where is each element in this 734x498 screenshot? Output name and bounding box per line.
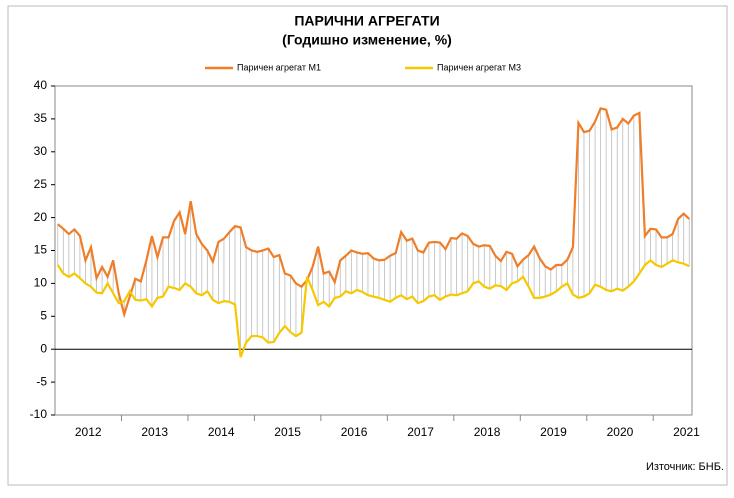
legend-label: Паричен агрегат М1	[237, 62, 321, 72]
y-tick-label: -10	[30, 407, 48, 421]
chart-title: ПАРИЧНИ АГРЕГАТИ	[294, 13, 439, 29]
x-tick-label: 2014	[208, 425, 235, 439]
series-line	[56, 258, 690, 358]
y-tick-label: 40	[34, 78, 48, 92]
y-tick-label: 35	[34, 111, 48, 125]
x-tick-label: 2020	[607, 425, 634, 439]
y-tick-label: 10	[34, 276, 48, 290]
series-line	[57, 107, 690, 319]
x-tick-label: 2017	[407, 425, 434, 439]
y-tick-label: -5	[36, 374, 47, 388]
legend-label: Паричен агрегат М3	[437, 62, 521, 72]
y-tick-label: 25	[34, 177, 48, 191]
x-tick-label: 2012	[75, 425, 102, 439]
y-tick-label: 15	[34, 243, 48, 257]
y-tick-label: 30	[34, 144, 48, 158]
x-tick-label: 2018	[474, 425, 501, 439]
y-tick-label: 20	[34, 210, 48, 224]
chart-subtitle: (Годишно изменение, %)	[282, 32, 452, 48]
source-note: Източник: БНБ.	[646, 461, 724, 473]
x-tick-label: 2013	[141, 425, 168, 439]
y-tick-label: 5	[40, 308, 47, 322]
x-tick-label: 2021	[673, 425, 700, 439]
x-tick-label: 2019	[540, 425, 567, 439]
chart-frame	[7, 5, 728, 486]
y-tick-label: 0	[40, 341, 47, 355]
x-tick-label: 2015	[274, 425, 301, 439]
x-tick-label: 2016	[341, 425, 368, 439]
